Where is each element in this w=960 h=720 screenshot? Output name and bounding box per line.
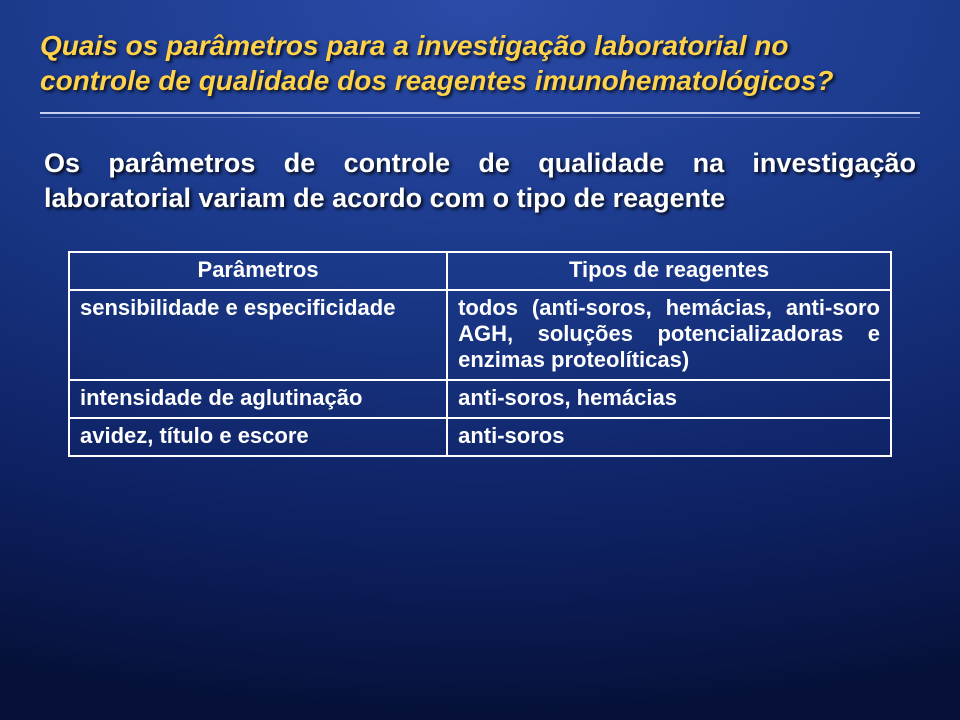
body-text-block: Os parâmetros de controle de qualidade n… bbox=[0, 118, 960, 215]
table-header-parametros: Parâmetros bbox=[69, 252, 447, 290]
table-cell-parametros: sensibilidade e especificidade bbox=[69, 290, 447, 380]
slide-title-block: Quais os parâmetros para a investigação … bbox=[0, 0, 960, 98]
body-paragraph: Os parâmetros de controle de qualidade n… bbox=[44, 146, 916, 215]
table-cell-tipos: anti-soros, hemácias bbox=[447, 380, 891, 418]
slide-title-line-1: Quais os parâmetros para a investigação … bbox=[40, 28, 920, 63]
divider-line-top bbox=[40, 112, 920, 114]
slide-title-line-2: controle de qualidade dos reagentes imun… bbox=[40, 63, 920, 98]
parameters-table: Parâmetros Tipos de reagentes sensibilid… bbox=[68, 251, 892, 457]
table-row: sensibilidade e especificidade todos (an… bbox=[69, 290, 891, 380]
table-cell-parametros: intensidade de aglutinação bbox=[69, 380, 447, 418]
table-cell-tipos: todos (anti-soros, hemácias, anti-soro A… bbox=[447, 290, 891, 380]
table-row: intensidade de aglutinação anti-soros, h… bbox=[69, 380, 891, 418]
parameters-table-wrap: Parâmetros Tipos de reagentes sensibilid… bbox=[68, 251, 892, 457]
table-row: avidez, título e escore anti-soros bbox=[69, 418, 891, 456]
title-divider bbox=[40, 112, 920, 118]
table-header-tipos: Tipos de reagentes bbox=[447, 252, 891, 290]
divider-line-bottom bbox=[40, 117, 920, 118]
table-cell-parametros: avidez, título e escore bbox=[69, 418, 447, 456]
table-header-row: Parâmetros Tipos de reagentes bbox=[69, 252, 891, 290]
table-cell-tipos: anti-soros bbox=[447, 418, 891, 456]
